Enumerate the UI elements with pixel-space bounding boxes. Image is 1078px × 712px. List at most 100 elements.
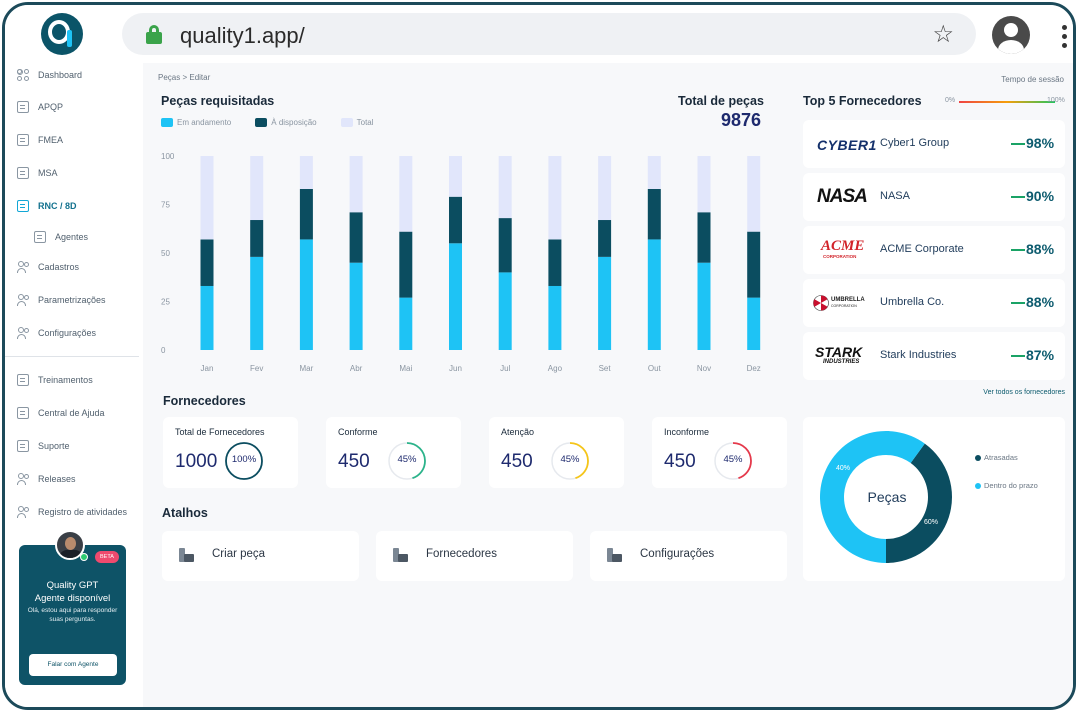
bar-segment-em-andamento-ago[interactable] [548, 285, 562, 350]
see-all-suppliers-link[interactable]: Ver todos os fornecedores [983, 389, 1065, 396]
total-parts-label: Total de peças [678, 94, 764, 108]
stat-progress-ring: 45% [713, 441, 753, 486]
url-text[interactable]: quality1.app/ [180, 23, 305, 48]
bar-segment-em-andamento-dez[interactable] [747, 297, 761, 350]
bar-segment--disposi-o-ago[interactable] [548, 239, 562, 286]
stat-percent: 45% [560, 454, 580, 465]
bar-segment-total-set[interactable] [598, 156, 612, 221]
bar-segment--disposi-o-nov[interactable] [697, 212, 711, 263]
sidebar-item-apqp[interactable]: APQP [17, 98, 63, 116]
bar-segment-em-andamento-abr[interactable] [349, 262, 363, 350]
umbrella-logo: UMBRELLA CORPORATION [813, 289, 875, 317]
supplier-card-umbrella[interactable]: UMBRELLA CORPORATION Umbrella Co. 88% [803, 279, 1065, 327]
document-icon [17, 134, 29, 146]
supplier-name: Umbrella Co. [880, 296, 945, 308]
account-avatar-icon[interactable] [992, 16, 1030, 54]
y-tick-label: 100 [161, 152, 175, 161]
bar-segment--disposi-o-mai[interactable] [399, 231, 413, 298]
grid-icon [17, 69, 29, 81]
bar-segment-total-mar[interactable] [299, 156, 313, 189]
bar-segment-total-abr[interactable] [349, 156, 363, 213]
stat-value: 1000 [175, 451, 218, 472]
bar-segment--disposi-o-jun[interactable] [449, 196, 462, 244]
bar-segment--disposi-o-fev[interactable] [250, 220, 264, 257]
bar-segment-total-jan[interactable] [200, 156, 214, 240]
supplier-card-acme[interactable]: ACME CORPORATION ACME Corporate 88% [803, 226, 1065, 274]
bar-segment-em-andamento-mai[interactable] [399, 297, 413, 350]
sidebar-item-releases[interactable]: Releases [17, 470, 76, 488]
donut-label-atrasadas: 40% [836, 465, 851, 472]
bar-segment--disposi-o-set[interactable] [598, 220, 612, 257]
logo-one-stroke [67, 30, 72, 47]
bar-segment-total-fev[interactable] [250, 156, 264, 221]
x-tick-label: Fev [250, 364, 263, 373]
bar-segment--disposi-o-dez[interactable] [747, 231, 761, 298]
bar-segment-em-andamento-jul[interactable] [498, 272, 512, 350]
sidebar-item-configuracoes[interactable]: Configurações [17, 324, 96, 342]
users-icon [17, 261, 29, 273]
bar-segment-total-ago[interactable] [548, 156, 562, 240]
stat-card-atencao[interactable]: Atenção 450 45% [489, 417, 624, 488]
bar-segment--disposi-o-jan[interactable] [200, 239, 214, 286]
bar-segment-total-nov[interactable] [697, 156, 711, 213]
bar-segment--disposi-o-mar[interactable] [299, 188, 313, 240]
donut-label-dentro-do-prazo: 60% [924, 519, 939, 526]
talk-to-agent-button[interactable]: Falar com Agente [29, 654, 117, 676]
session-time-label: Tempo de sessão [1001, 75, 1064, 84]
scale-min-label: 0% [945, 97, 956, 104]
sidebar-item-msa[interactable]: MSA [17, 164, 58, 182]
sidebar-item-suporte[interactable]: Suporte [17, 437, 70, 455]
supplier-card-cyber1[interactable]: CYBER1 Cyber1 Group 98% [803, 120, 1065, 168]
address-bar[interactable]: quality1.app/ ☆ [122, 13, 976, 55]
app-logo[interactable] [41, 13, 83, 55]
donut-slice-dentro-do-prazo[interactable] [820, 431, 925, 563]
browser-menu-icon[interactable] [1062, 25, 1067, 52]
bar-segment-total-out[interactable] [647, 156, 661, 189]
sidebar-item-cadastros[interactable]: Cadastros [17, 258, 79, 276]
bar-segment-em-andamento-out[interactable] [647, 239, 661, 350]
bar-segment-em-andamento-fev[interactable] [250, 256, 264, 350]
bar-segment-total-jul[interactable] [498, 156, 512, 219]
donut-slice-atrasadas[interactable] [886, 443, 952, 563]
bar-segment--disposi-o-out[interactable] [647, 188, 661, 240]
sidebar-item-label: Dashboard [38, 70, 83, 80]
stat-percent: 100% [231, 454, 257, 465]
shortcut-configuracoes[interactable]: Configurações [590, 531, 787, 581]
sidebar-item-treinamentos[interactable]: Treinamentos [17, 371, 93, 389]
bar-segment-total-dez[interactable] [747, 156, 761, 232]
bar-segment-em-andamento-jan[interactable] [200, 285, 214, 350]
bar-segment-total-jun[interactable] [449, 156, 462, 197]
gpt-description: Olá, estou aqui para responder suas perg… [27, 607, 118, 623]
breadcrumb[interactable]: Peças > Editar [158, 73, 211, 82]
stat-label: Total de Fornecedores [175, 427, 265, 437]
bar-segment-total-mai[interactable] [399, 156, 413, 232]
sidebar-item-rnc-8d[interactable]: RNC / 8D [17, 197, 77, 215]
stat-value: 450 [338, 451, 370, 472]
shortcut-fornecedores[interactable]: Fornecedores [376, 531, 573, 581]
shortcut-criar-peca[interactable]: Criar peça [162, 531, 359, 581]
sidebar-item-label: FMEA [38, 135, 64, 145]
bar-segment-em-andamento-nov[interactable] [697, 262, 711, 350]
document-icon [17, 200, 29, 212]
sidebar-item-parametrizacoes[interactable]: Parametrizações [17, 291, 106, 309]
umbrella-emblem-icon [813, 295, 829, 311]
parts-donut-card: Peças 40% 60% Atrasadas Dentro do prazo [803, 417, 1065, 581]
sidebar-item-registro-de-atividades[interactable]: Registro de atividades [17, 503, 127, 521]
bookmark-star-icon[interactable]: ☆ [932, 21, 954, 48]
bar-segment--disposi-o-jul[interactable] [498, 218, 512, 273]
supplier-card-nasa[interactable]: NASA NASA 90% [803, 173, 1065, 221]
bar-segment-em-andamento-mar[interactable] [299, 239, 313, 350]
y-tick-label: 50 [161, 249, 170, 258]
stat-card-inconforme[interactable]: Inconforme 450 45% [652, 417, 787, 488]
bar-segment-em-andamento-set[interactable] [598, 256, 612, 350]
sidebar-item-dashboard[interactable]: Dashboard [17, 66, 82, 84]
bar-segment-em-andamento-jun[interactable] [449, 243, 462, 350]
bar-segment--disposi-o-abr[interactable] [349, 212, 363, 263]
sidebar-item-agentes[interactable]: Agentes [34, 228, 88, 246]
legend-dot [975, 482, 981, 489]
supplier-card-stark[interactable]: STARK INDUSTRIES Stark Industries 87% [803, 332, 1065, 380]
stat-card-total[interactable]: Total de Fornecedores 1000 100% [163, 417, 298, 488]
stat-card-conforme[interactable]: Conforme 450 45% [326, 417, 461, 488]
sidebar-item-central-de-ajuda[interactable]: Central de Ajuda [17, 404, 105, 422]
sidebar-item-fmea[interactable]: FMEA [17, 131, 63, 149]
